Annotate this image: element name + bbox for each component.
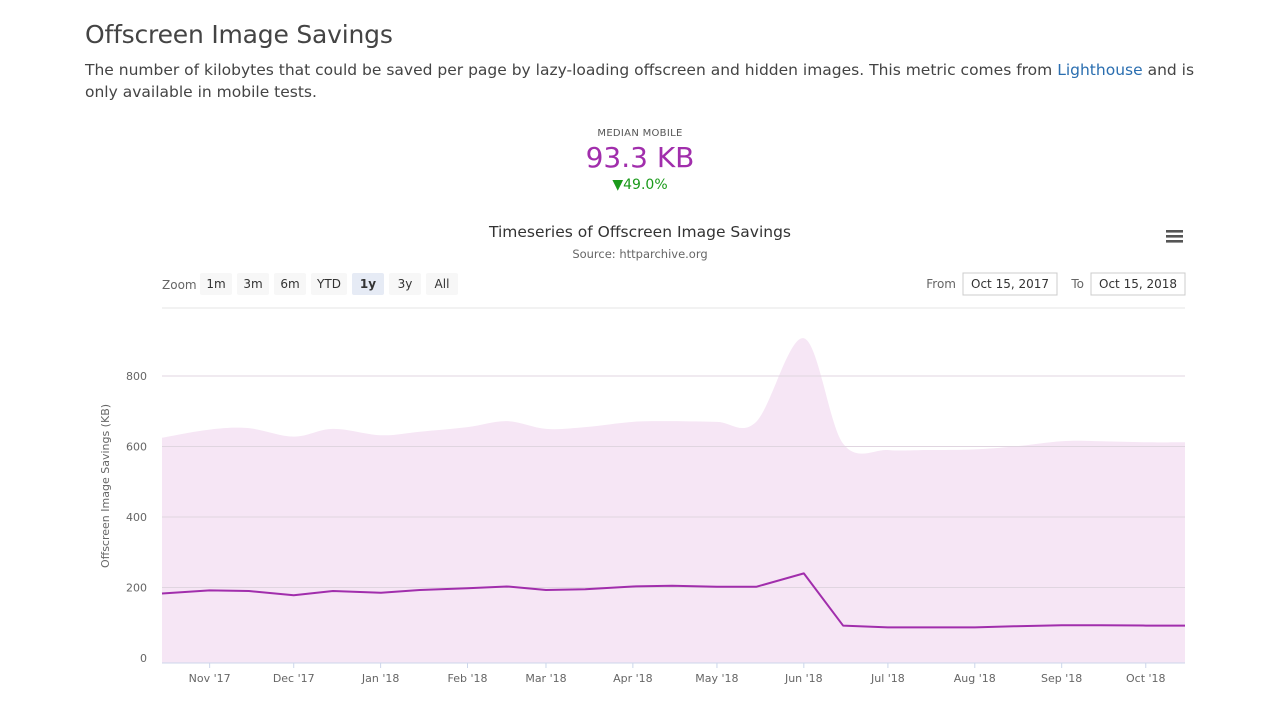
y-axis-title: Offscreen Image Savings (KB) (99, 404, 112, 568)
plot-area: 0 200 400 600 800 Nov '17 Dec '17 Jan '18 Feb '1… (126, 307, 1186, 685)
from-date-value: Oct 15, 2017 (971, 277, 1049, 291)
zoom-button-label: 1y (360, 277, 376, 291)
x-tick-label: May '18 (695, 672, 738, 685)
zoom-button-label: 3m (243, 277, 262, 291)
description-text-end: and is only available in mobile tests. (85, 61, 1195, 101)
description-text: The number of kilobytes that could be sa… (85, 61, 1058, 79)
zoom-button-1y[interactable]: 1y (352, 273, 384, 295)
x-tick-label: Jan '18 (361, 672, 399, 685)
metric-change-value: 49.0% (623, 177, 668, 193)
x-tick-label: Oct '18 (1126, 672, 1166, 685)
page-title: Offscreen Image Savings (85, 20, 393, 49)
zoom-button-label: 1m (206, 277, 225, 291)
down-arrow-icon: ▼ (612, 177, 624, 193)
zoom-button-ytd[interactable]: YTD (311, 273, 347, 295)
median-mobile-metric: MEDIAN MOBILE 93.3 KB ▼49.0% (0, 128, 1280, 193)
to-date-input[interactable]: Oct 15, 2018 (1090, 272, 1186, 296)
x-tick-label: Aug '18 (954, 672, 996, 685)
zoom-button-6m[interactable]: 6m (274, 273, 306, 295)
zoom-button-label: 3y (398, 277, 413, 291)
x-tick-label: Dec '17 (273, 672, 315, 685)
x-tick-label: Sep '18 (1041, 672, 1082, 685)
x-tick-label: Jun '18 (784, 672, 823, 685)
lighthouse-link[interactable]: Lighthouse (1057, 61, 1143, 79)
page-description: The number of kilobytes that could be sa… (85, 59, 1195, 103)
y-tick-label: 0 (140, 652, 147, 665)
zoom-button-3y[interactable]: 3y (389, 273, 421, 295)
zoom-label: Zoom (162, 278, 197, 292)
x-tick-label: Mar '18 (525, 672, 566, 685)
y-tick-label: 200 (126, 582, 147, 595)
to-date-value: Oct 15, 2018 (1099, 277, 1177, 291)
x-tick-label: Feb '18 (447, 672, 487, 685)
chart-menu-button[interactable] (1160, 224, 1188, 248)
zoom-button-label: 6m (280, 277, 299, 291)
metric-label: MEDIAN MOBILE (597, 128, 683, 139)
zoom-button-1m[interactable]: 1m (200, 273, 232, 295)
from-label: From (926, 277, 956, 291)
y-tick-label: 600 (126, 441, 147, 454)
x-tick-label: Jul '18 (870, 672, 905, 685)
from-date-input[interactable]: Oct 15, 2017 (962, 272, 1058, 296)
zoom-button-label: YTD (316, 277, 341, 291)
chart-subtitle: Source: httparchive.org (572, 247, 707, 261)
hamburger-menu-icon (1166, 230, 1183, 243)
x-tick-label: Nov '17 (189, 672, 231, 685)
range-band-area (162, 338, 1185, 663)
chart-title: Timeseries of Offscreen Image Savings (488, 223, 791, 241)
zoom-buttons: 1m 3m 6m YTD 1y 3y All (200, 273, 458, 295)
zoom-button-label: All (435, 277, 450, 291)
zoom-button-3m[interactable]: 3m (237, 273, 269, 295)
y-tick-label: 400 (126, 511, 147, 524)
x-tick-label: Apr '18 (613, 672, 653, 685)
metric-change: ▼49.0% (0, 177, 1280, 193)
y-tick-label: 800 (126, 370, 147, 383)
zoom-button-all[interactable]: All (426, 273, 458, 295)
metric-value: 93.3 KB (585, 141, 695, 174)
to-label: To (1070, 277, 1084, 291)
